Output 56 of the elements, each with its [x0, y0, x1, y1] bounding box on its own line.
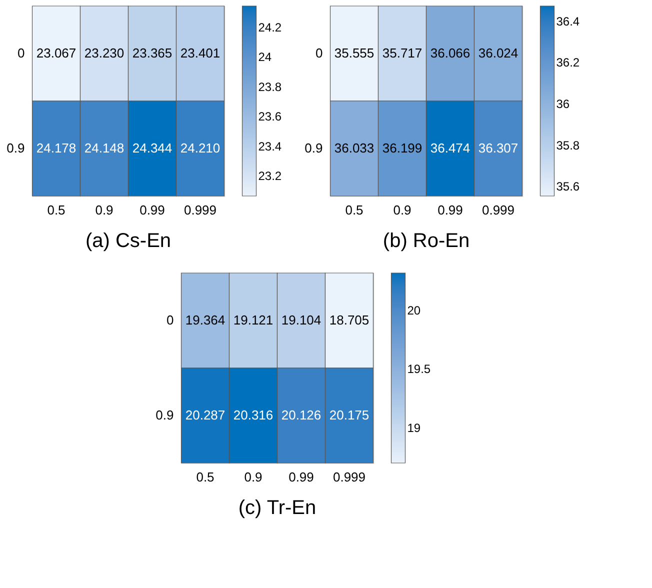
data-label: 24.344 — [132, 140, 172, 156]
color-bar-label: 23.4 — [258, 139, 282, 154]
data-label: 36.033 — [334, 140, 374, 156]
data-label: 18.705 — [329, 312, 370, 328]
color-bar-label: 23.6 — [258, 110, 282, 124]
color-bar-label: 36.4 — [556, 14, 580, 28]
x-tick-label: 0.999 — [184, 202, 217, 218]
data-label: 36.307 — [478, 140, 518, 156]
data-label: 36.474 — [430, 140, 470, 156]
data-label: 20.316 — [233, 408, 274, 422]
x-tick-label: 0.5 — [196, 470, 214, 484]
text: (a) Cs-En — [85, 230, 172, 252]
color-bar-label: 35.6 — [556, 180, 580, 194]
color-bar-label: 35.8 — [556, 138, 580, 152]
data-label: 20.175 — [329, 408, 370, 422]
data-label: 20.287 — [185, 408, 226, 422]
x-tick-label: 0.99 — [140, 202, 165, 218]
x-tick-label: 0.5 — [345, 202, 364, 218]
data-label: 35.717 — [382, 46, 422, 60]
data-label: 19.364 — [185, 312, 226, 328]
x-tick-label: 0.5 — [47, 202, 66, 218]
data-label: 19.121 — [233, 312, 274, 328]
text: (b) Ro-En — [382, 230, 470, 252]
x-tick-label: 0.999 — [332, 470, 366, 484]
data-label: 23.401 — [180, 46, 220, 60]
data-label: 24.210 — [180, 140, 220, 156]
color-bar-label: 36 — [556, 97, 570, 111]
color-bar-label: 24.2 — [258, 20, 282, 34]
data-label: 23.365 — [132, 46, 172, 60]
data-label: 23.230 — [84, 46, 124, 60]
y-tick-label: 0 — [166, 312, 174, 328]
x-tick-label: 0.99 — [438, 202, 463, 218]
text: (c) Tr-En — [238, 497, 316, 519]
data-label: 35.555 — [334, 46, 374, 60]
data-label: 23.067 — [36, 46, 76, 60]
x-tick-label: 0.9 — [244, 470, 262, 484]
x-tick-label: 0.999 — [482, 202, 515, 218]
color-bar-label: 23.2 — [258, 169, 282, 184]
color-bar-label: 24 — [258, 50, 272, 64]
color-bar-label: 19 — [407, 421, 421, 436]
x-tick-label: 0.9 — [393, 202, 412, 218]
color-bar-label: 36.2 — [556, 56, 580, 70]
data-label: 20.126 — [281, 408, 322, 422]
x-tick-label: 0.99 — [288, 470, 314, 484]
y-tick-label: 0 — [316, 46, 323, 60]
x-tick-label: 0.9 — [95, 202, 114, 218]
data-label: 19.104 — [281, 312, 322, 328]
color-bar-label: 20 — [407, 303, 421, 318]
data-label: 24.178 — [36, 140, 76, 156]
y-tick-label: 0 — [18, 46, 25, 60]
data-label: 36.024 — [478, 46, 518, 60]
color-bar-label: 23.8 — [258, 80, 282, 94]
data-label: 24.148 — [84, 140, 124, 156]
data-label: 36.199 — [382, 140, 422, 156]
color-bar-label: 19.5 — [407, 362, 431, 376]
data-label: 36.066 — [430, 46, 470, 60]
